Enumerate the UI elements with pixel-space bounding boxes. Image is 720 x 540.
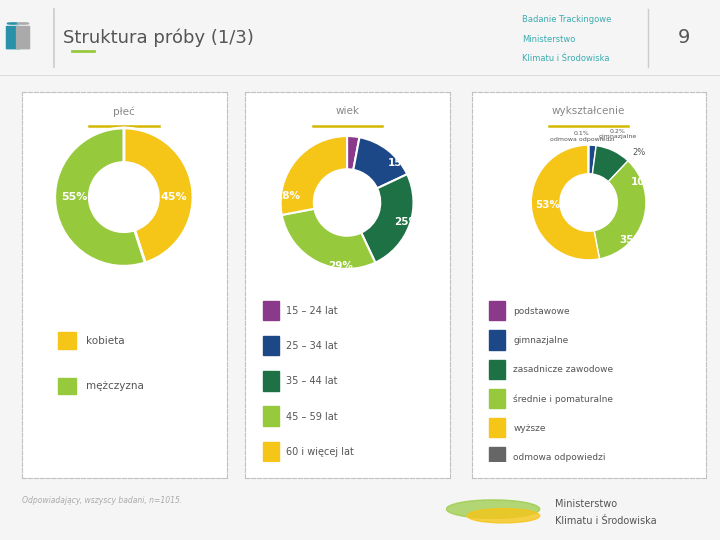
Text: 35 – 44 lat: 35 – 44 lat bbox=[286, 376, 338, 386]
Text: 15%: 15% bbox=[387, 158, 413, 167]
Text: kobieta: kobieta bbox=[86, 336, 124, 346]
Text: 2%: 2% bbox=[632, 147, 646, 157]
Text: 45%: 45% bbox=[161, 192, 187, 202]
Wedge shape bbox=[282, 209, 375, 269]
Bar bbox=[264, 372, 279, 390]
Text: średnie i pomaturalne: średnie i pomaturalne bbox=[513, 394, 613, 404]
Circle shape bbox=[446, 500, 540, 518]
Bar bbox=[264, 301, 279, 320]
Text: 3%: 3% bbox=[343, 128, 358, 137]
Text: podstawowe: podstawowe bbox=[513, 307, 570, 315]
Text: 28%: 28% bbox=[275, 191, 300, 201]
Text: odmowa odpowiedzi: odmowa odpowiedzi bbox=[513, 453, 606, 462]
Text: Klimatu i Środowiska: Klimatu i Środowiska bbox=[555, 516, 657, 526]
Wedge shape bbox=[281, 136, 347, 215]
Circle shape bbox=[7, 23, 19, 24]
Text: ■: ■ bbox=[4, 18, 32, 48]
Text: 25%: 25% bbox=[395, 218, 419, 227]
Bar bbox=[489, 389, 505, 408]
Wedge shape bbox=[531, 145, 600, 260]
Text: 60 i więcej lat: 60 i więcej lat bbox=[286, 447, 354, 457]
Bar bbox=[489, 301, 505, 320]
Text: Struktura próby (1/3): Struktura próby (1/3) bbox=[63, 28, 254, 47]
Text: 10%: 10% bbox=[631, 178, 656, 187]
Text: 55%: 55% bbox=[61, 192, 87, 202]
Wedge shape bbox=[124, 128, 193, 263]
Circle shape bbox=[17, 23, 29, 24]
FancyBboxPatch shape bbox=[17, 26, 30, 49]
Bar bbox=[264, 336, 279, 355]
Text: gimnazjalne: gimnazjalne bbox=[513, 336, 568, 345]
Wedge shape bbox=[361, 174, 413, 262]
Wedge shape bbox=[347, 136, 359, 170]
Bar bbox=[489, 448, 505, 467]
Text: płeć: płeć bbox=[113, 106, 135, 117]
Text: zasadnicze zawodowe: zasadnicze zawodowe bbox=[513, 365, 613, 374]
Bar bbox=[264, 407, 279, 426]
Text: 9: 9 bbox=[678, 28, 690, 47]
Bar bbox=[58, 377, 76, 394]
Text: Ministerstwo: Ministerstwo bbox=[555, 499, 617, 509]
Wedge shape bbox=[589, 145, 596, 174]
Text: mężczyzna: mężczyzna bbox=[86, 381, 143, 391]
Wedge shape bbox=[55, 128, 145, 266]
FancyBboxPatch shape bbox=[6, 26, 19, 49]
Text: wyższe: wyższe bbox=[513, 424, 546, 433]
Text: 35%: 35% bbox=[619, 235, 644, 245]
Text: 15 – 24 lat: 15 – 24 lat bbox=[286, 306, 338, 316]
Bar bbox=[489, 330, 505, 349]
Text: ⬤⬤: ⬤⬤ bbox=[6, 30, 30, 41]
Text: Odpowiadający, wszyscy badani, n=1015.: Odpowiadający, wszyscy badani, n=1015. bbox=[22, 496, 182, 505]
Bar bbox=[264, 442, 279, 461]
Text: Badanie Trackingowe: Badanie Trackingowe bbox=[522, 15, 611, 24]
Text: Klimatu i Środowiska: Klimatu i Środowiska bbox=[522, 54, 610, 63]
Wedge shape bbox=[354, 137, 408, 188]
Text: Ministerstwo: Ministerstwo bbox=[522, 35, 575, 44]
Text: 53%: 53% bbox=[535, 200, 559, 211]
Text: 29%: 29% bbox=[328, 261, 353, 271]
Wedge shape bbox=[593, 146, 628, 181]
Text: 0.2%
gimnazjalne: 0.2% gimnazjalne bbox=[598, 129, 636, 139]
Bar bbox=[489, 418, 505, 437]
Text: 45 – 59 lat: 45 – 59 lat bbox=[286, 411, 338, 422]
Wedge shape bbox=[594, 161, 646, 259]
Circle shape bbox=[467, 509, 540, 523]
Text: 25 – 34 lat: 25 – 34 lat bbox=[286, 341, 338, 351]
Text: 0.1%
odmowa odpowiedzi: 0.1% odmowa odpowiedzi bbox=[549, 131, 614, 142]
Bar bbox=[489, 360, 505, 379]
Text: wykształcenie: wykształcenie bbox=[552, 106, 625, 117]
Text: wiek: wiek bbox=[336, 106, 359, 117]
Bar bbox=[58, 333, 76, 349]
